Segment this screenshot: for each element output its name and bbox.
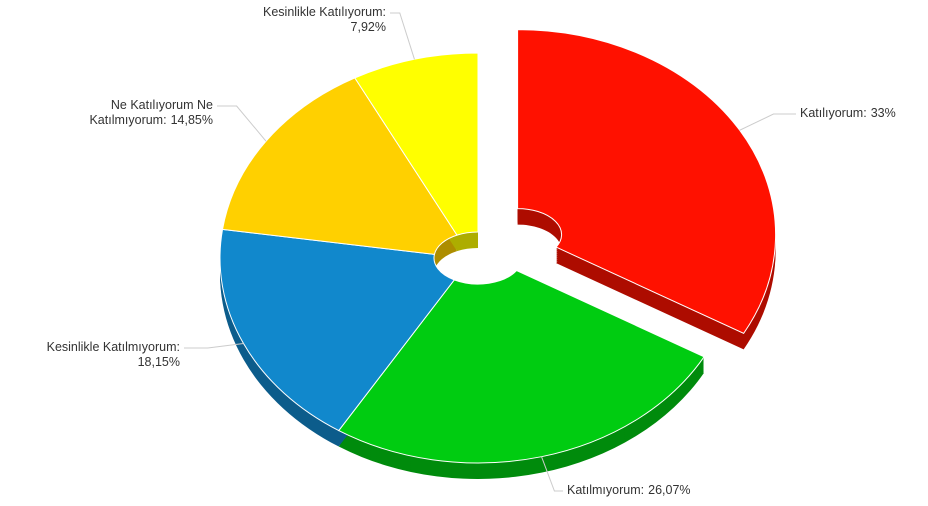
slice-label: Kesinlikle Katılıyorum7,92% [186,5,386,35]
slice [219,228,456,432]
label-category: Katılmıyorum [567,483,644,497]
label-value: 14,85% [170,113,213,127]
slice [337,269,705,464]
slice-label: Ne Katılıyorum Ne Katılmıyorum14,85% [63,98,213,128]
slice-label: Katılmıyorum 26,07% [567,483,787,498]
slice [221,77,458,255]
leader-line [390,12,415,60]
label-category: Kesinlikle Katılmıyorum [47,340,180,354]
slice-label: Kesinlikle Katılmıyorum18,15% [0,340,180,370]
label-value: 18,15% [137,355,180,369]
leader-line [541,456,563,492]
label-category: Kesinlikle Katılıyorum [263,5,386,19]
slice [354,52,479,236]
label-category: Katılıyorum [800,106,867,120]
label-value: 33% [870,106,896,120]
slice-label: Katılıyorum33% [800,106,928,121]
slice [517,29,777,335]
label-value: 7,92% [350,20,386,34]
label-value: 26,07% [648,483,691,497]
leader-line [739,113,796,131]
leader-line [217,105,267,142]
leader-line [184,343,244,349]
